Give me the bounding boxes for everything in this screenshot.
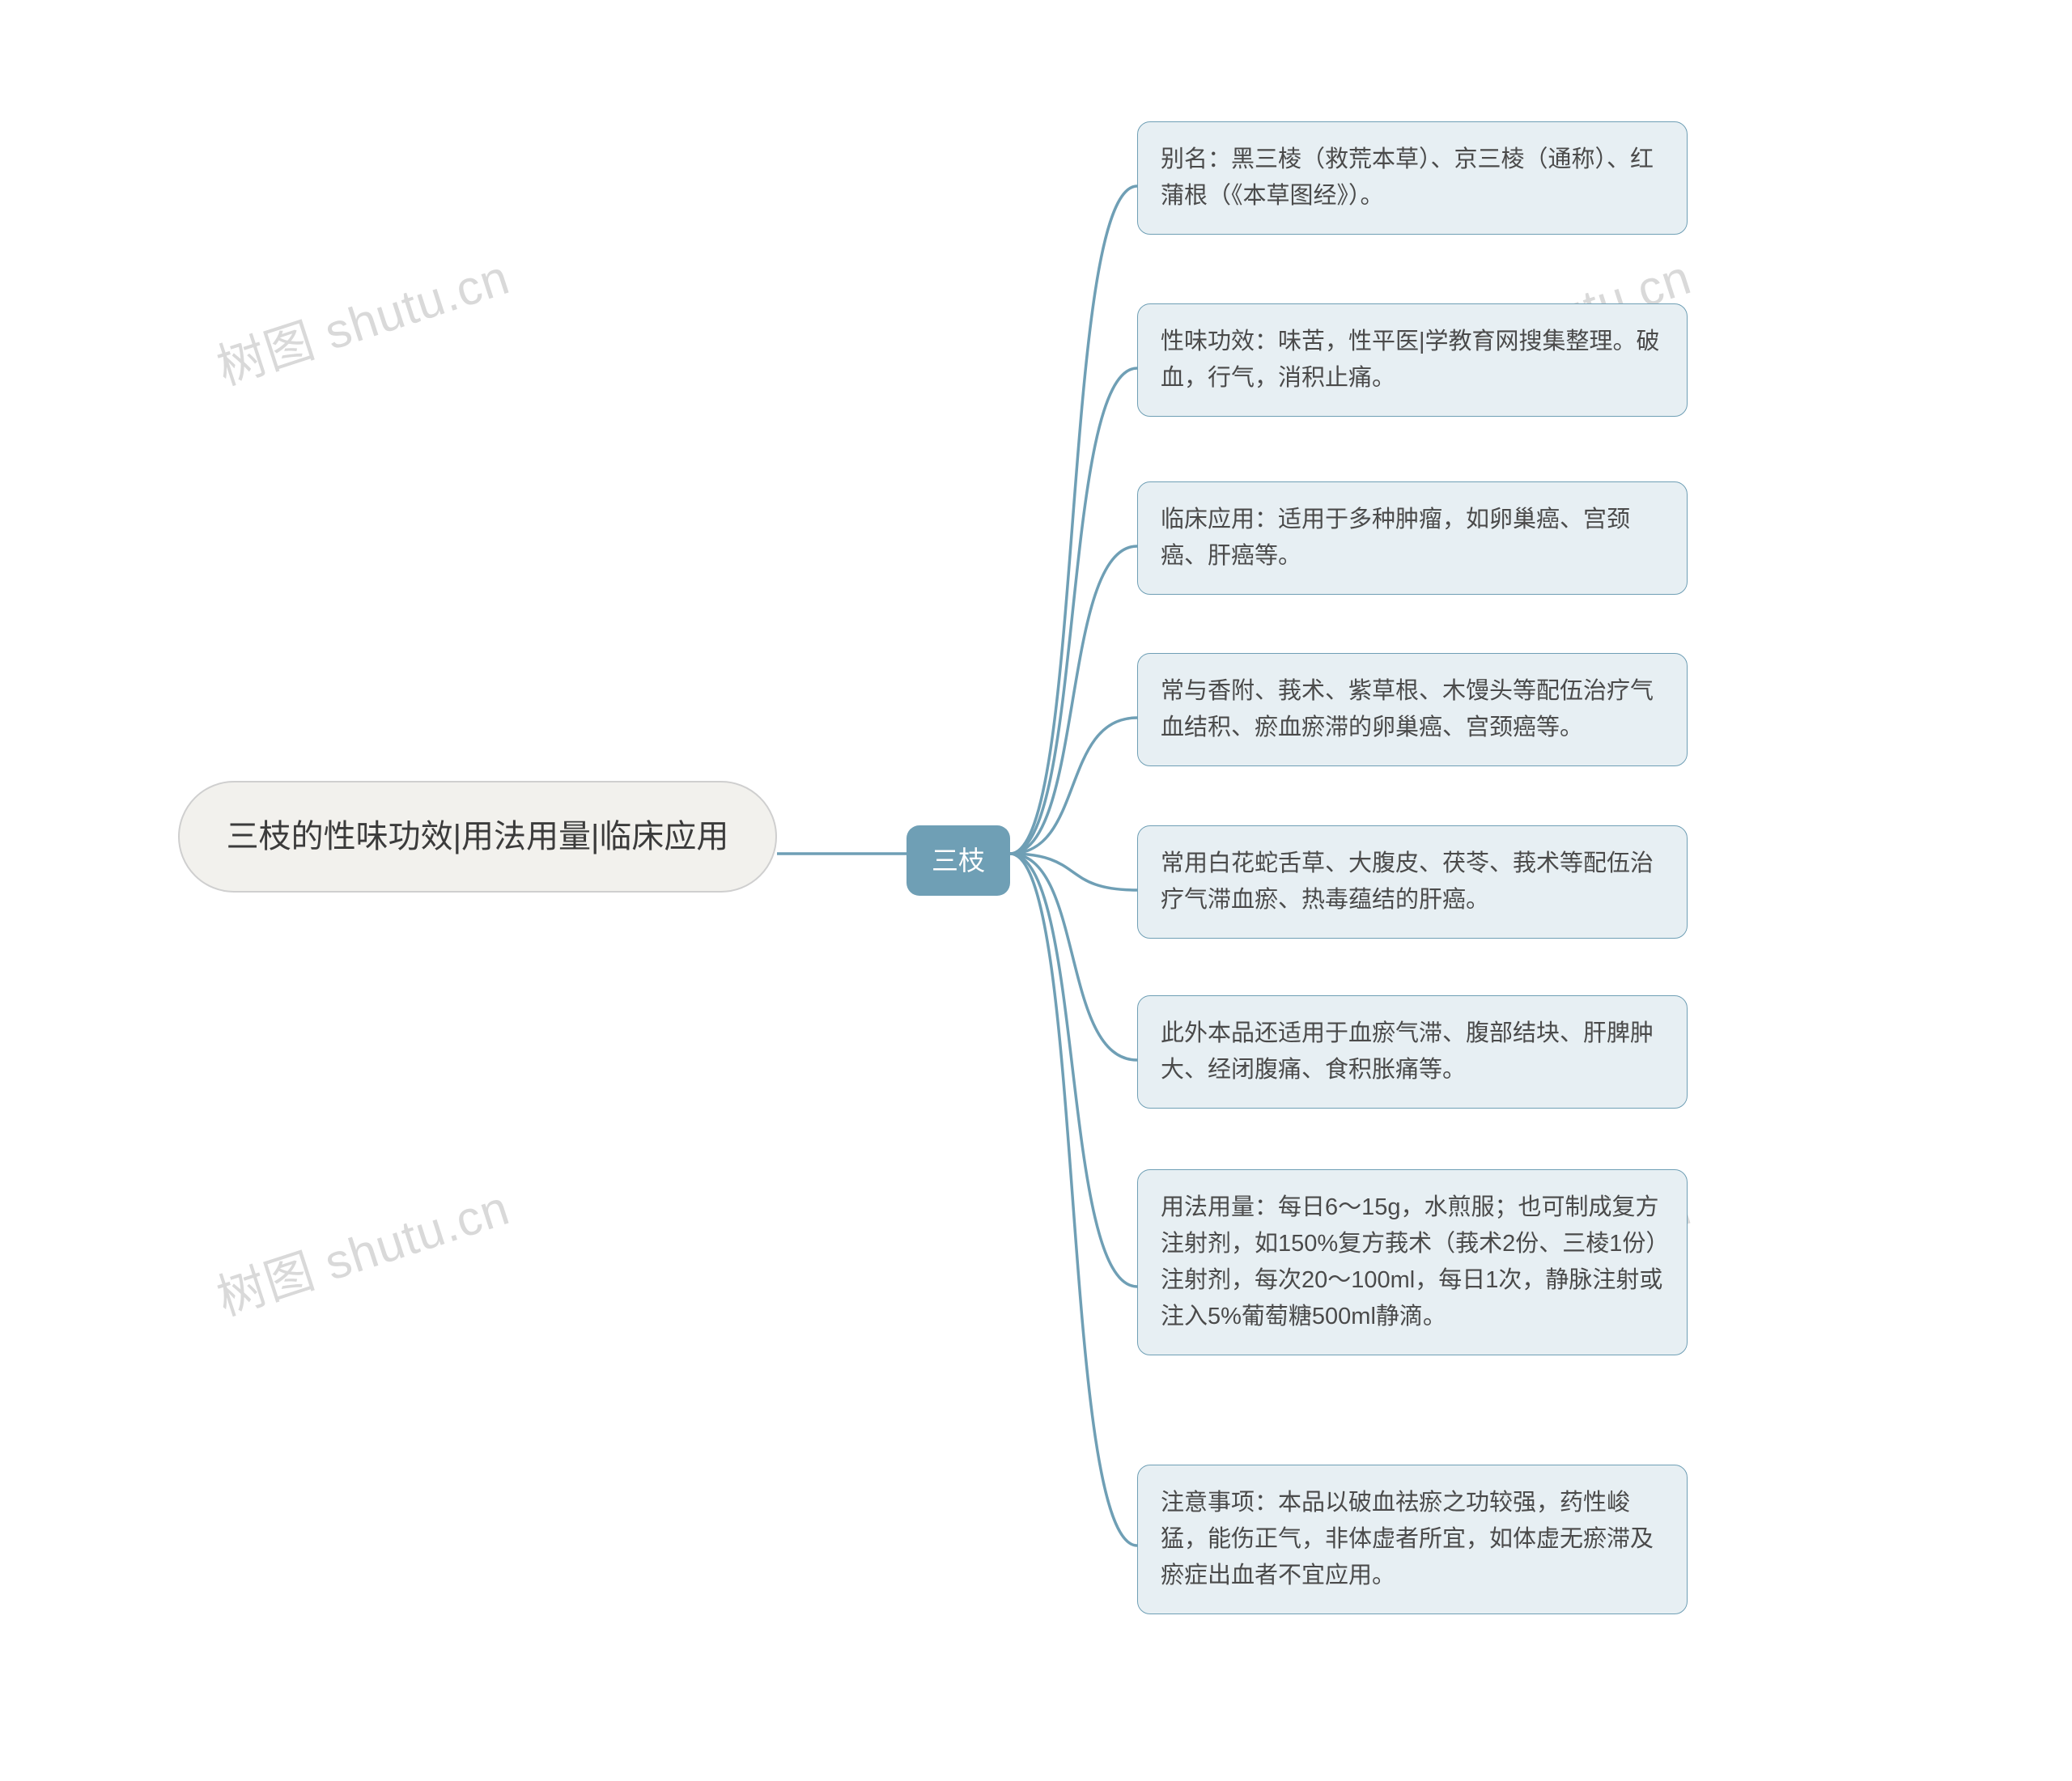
leaf-node: 常与香附、莪术、紫草根、木馒头等配伍治疗气血结积、瘀血瘀滞的卵巢癌、宫颈癌等。 (1137, 653, 1688, 766)
leaf-node: 注意事项：本品以破血祛瘀之功较强，药性峻猛，能伤正气，非体虚者所宜，如体虚无瘀滞… (1137, 1465, 1688, 1614)
leaf-node: 性味功效：味苦，性平医|学教育网搜集整理。破血，行气，消积止痛。 (1137, 303, 1688, 417)
mindmap-canvas: 树图 shutu.cn 树图 shutu.cn 树图 shutu.cn 树图 s… (0, 0, 2072, 1781)
leaf-node: 此外本品还适用于血瘀气滞、腹部结块、肝脾肿大、经闭腹痛、食积胀痛等。 (1137, 995, 1688, 1109)
leaf-text: 此外本品还适用于血瘀气滞、腹部结块、肝脾肿大、经闭腹痛、食积胀痛等。 (1161, 1016, 1664, 1088)
leaf-text: 用法用量：每日6～15g，水煎服；也可制成复方注射剂，如150%复方莪术（莪术2… (1161, 1189, 1664, 1335)
root-node-text: 三枝的性味功效|用法用量|临床应用 (227, 812, 729, 862)
leaf-node: 临床应用：适用于多种肿瘤，如卵巢癌、宫颈癌、肝癌等。 (1137, 481, 1688, 595)
leaf-text: 性味功效：味苦，性平医|学教育网搜集整理。破血，行气，消积止痛。 (1161, 324, 1664, 396)
leaf-node: 用法用量：每日6～15g，水煎服；也可制成复方注射剂，如150%复方莪术（莪术2… (1137, 1169, 1688, 1355)
leaf-node: 常用白花蛇舌草、大腹皮、茯苓、莪术等配伍治疗气滞血瘀、热毒蕴结的肝癌。 (1137, 825, 1688, 939)
leaf-text: 别名：黑三棱（救荒本草）、京三棱（通称）、红蒲根（《本草图经》）。 (1161, 142, 1664, 214)
watermark: 树图 shutu.cn (207, 238, 517, 398)
leaf-node: 别名：黑三棱（救荒本草）、京三棱（通称）、红蒲根（《本草图经》）。 (1137, 121, 1688, 235)
leaf-text: 常用白花蛇舌草、大腹皮、茯苓、莪术等配伍治疗气滞血瘀、热毒蕴结的肝癌。 (1161, 846, 1664, 918)
leaf-text: 临床应用：适用于多种肿瘤，如卵巢癌、宫颈癌、肝癌等。 (1161, 502, 1664, 575)
leaf-text: 常与香附、莪术、紫草根、木馒头等配伍治疗气血结积、瘀血瘀滞的卵巢癌、宫颈癌等。 (1161, 673, 1664, 746)
mid-node-text: 三枝 (932, 840, 985, 881)
leaf-text: 注意事项：本品以破血祛瘀之功较强，药性峻猛，能伤正气，非体虚者所宜，如体虚无瘀滞… (1161, 1485, 1664, 1594)
root-node: 三枝的性味功效|用法用量|临床应用 (178, 781, 777, 893)
watermark: 树图 shutu.cn (207, 1168, 517, 1329)
mid-node: 三枝 (906, 825, 1010, 896)
